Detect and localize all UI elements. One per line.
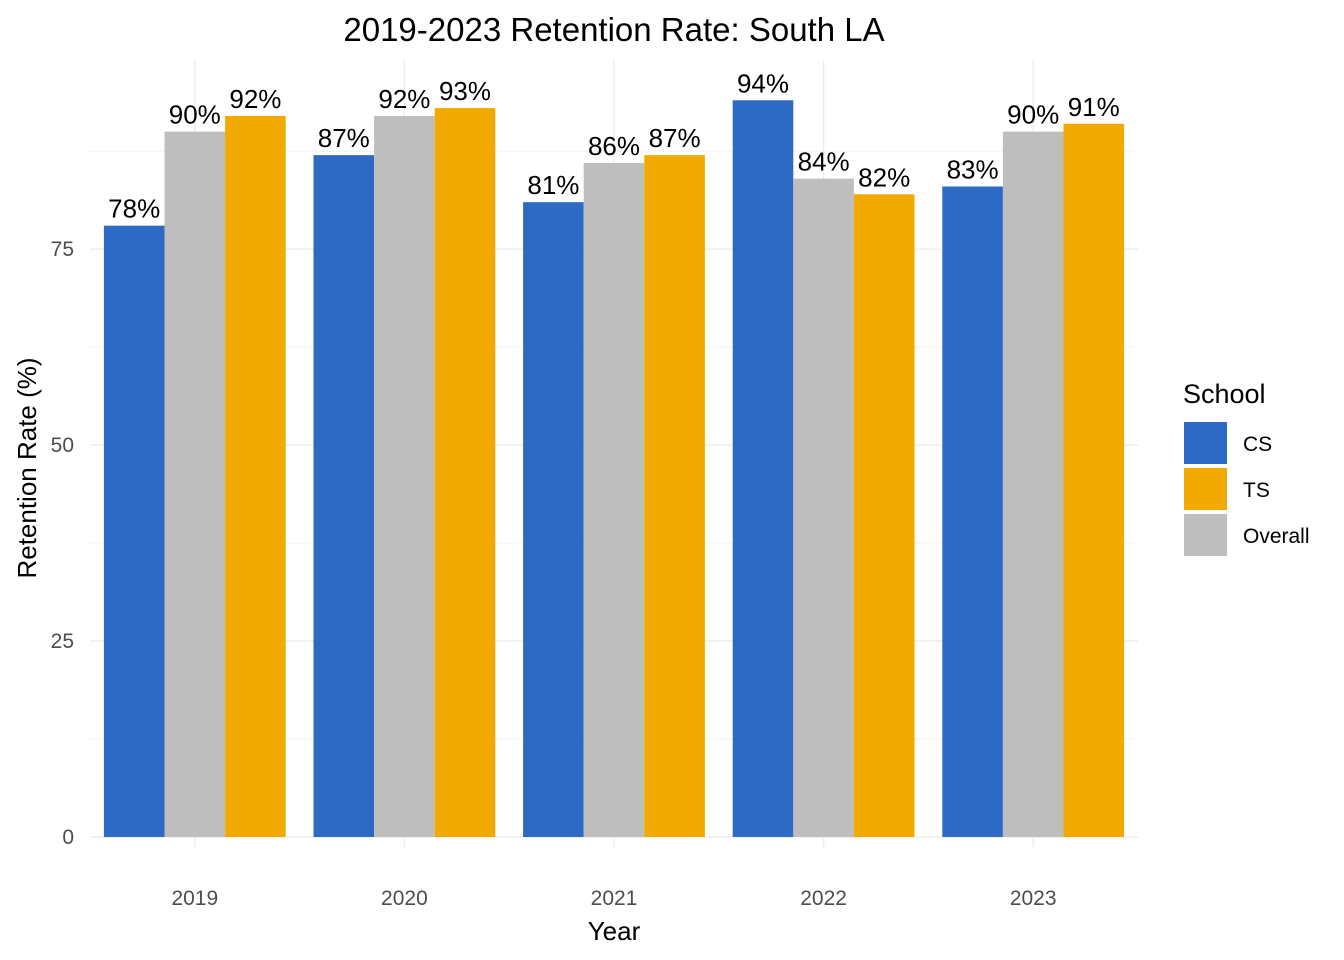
x-tick-label: 2019 (171, 887, 218, 910)
legend-swatch-ts (1184, 468, 1227, 510)
data-label-overall-2023: 90% (1007, 100, 1059, 130)
data-label-ts-2023: 91% (1068, 92, 1120, 122)
bar-cs-2020 (313, 155, 375, 837)
legend-label-ts: TS (1243, 479, 1270, 502)
legend-swatch-overall (1184, 514, 1227, 556)
bar-ts-2020 (434, 108, 496, 838)
data-label-cs-2020: 87% (318, 123, 370, 153)
axes: 0 25 50 75 2019 2020 2021 2022 2023 (51, 238, 1057, 910)
data-label-cs-2021: 81% (527, 170, 579, 200)
data-labels: 78% 90% 92% 87% 92% 93% 81% 86% 87% 94% 84% 82% 83% 9… (108, 68, 1120, 223)
bar-overall-2020 (374, 115, 435, 837)
bar-ts-2019 (225, 115, 286, 837)
data-label-ts-2022: 82% (858, 162, 910, 192)
bar-ts-2022 (853, 194, 915, 837)
bar-cs-2021 (523, 202, 584, 838)
legend-label-overall: Overall (1243, 525, 1310, 548)
y-tick-label: 75 (51, 238, 74, 261)
x-tick-label: 2021 (591, 887, 638, 910)
data-label-overall-2020: 92% (378, 84, 430, 114)
bars (103, 100, 1125, 838)
bar-cs-2019 (103, 225, 165, 838)
x-tick-label: 2023 (1010, 887, 1057, 910)
legend-label-cs: CS (1243, 433, 1272, 456)
data-label-ts-2019: 92% (229, 84, 281, 114)
data-label-cs-2022: 94% (737, 68, 789, 98)
y-axis-title: Retention Rate (%) (12, 357, 42, 578)
x-tick-label: 2020 (381, 887, 428, 910)
legend-title: School (1183, 379, 1266, 409)
bar-cs-2023 (942, 186, 1003, 838)
bar-ts-2023 (1063, 123, 1125, 838)
chart-title: 2019-2023 Retention Rate: South LA (343, 11, 884, 48)
data-label-cs-2023: 83% (947, 154, 999, 184)
data-label-ts-2021: 87% (649, 123, 701, 153)
y-tick-label: 50 (51, 434, 74, 457)
data-label-overall-2021: 86% (588, 131, 640, 161)
bar-overall-2023 (1002, 131, 1064, 837)
bar-overall-2021 (583, 162, 645, 838)
y-tick-label: 25 (51, 630, 74, 653)
bar-ts-2021 (644, 155, 705, 837)
bar-overall-2022 (793, 178, 854, 837)
legend-swatch-cs (1184, 422, 1227, 464)
data-label-overall-2019: 90% (169, 100, 221, 130)
bar-cs-2022 (732, 100, 794, 837)
x-axis-title: Year (588, 916, 641, 946)
bar-overall-2019 (164, 131, 226, 837)
data-label-cs-2019: 78% (108, 194, 160, 224)
data-label-ts-2020: 93% (439, 76, 491, 106)
data-label-overall-2022: 84% (798, 147, 850, 177)
y-tick-label: 0 (62, 826, 74, 849)
x-tick-label: 2022 (800, 887, 847, 910)
legend: School CS TS Overall (1183, 379, 1310, 556)
